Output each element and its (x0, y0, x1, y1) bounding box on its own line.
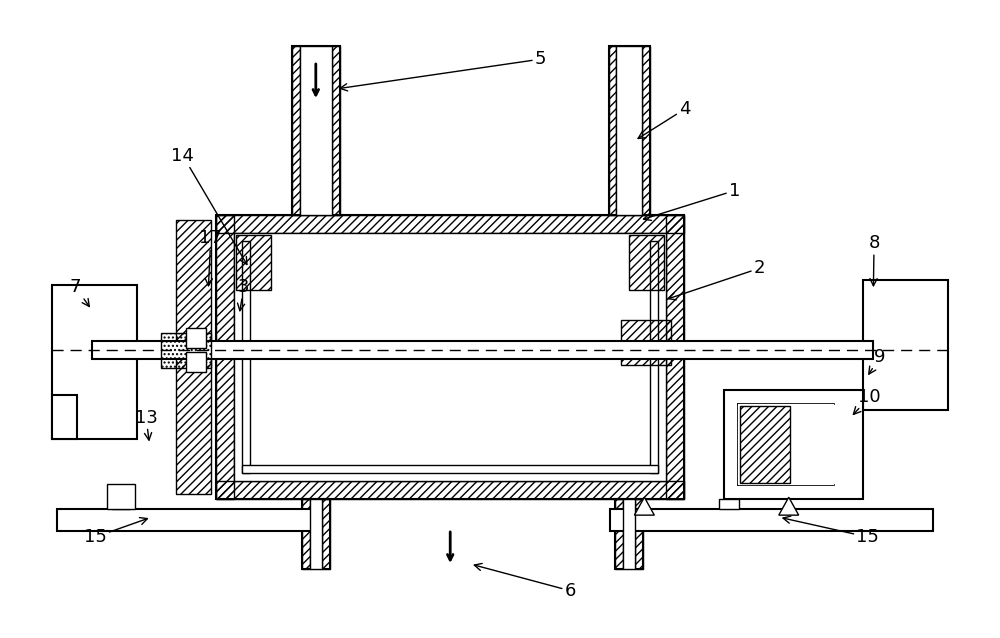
Text: 1: 1 (644, 182, 740, 220)
Text: 13: 13 (135, 408, 157, 440)
Bar (616, 46, 642, 216)
Text: 14: 14 (171, 147, 247, 265)
Bar (609, 46, 650, 216)
Text: 4: 4 (638, 100, 691, 138)
Bar (186, 328, 206, 348)
Bar (292, 46, 340, 216)
Polygon shape (779, 497, 799, 515)
Bar (216, 481, 684, 499)
Bar (302, 499, 310, 569)
Bar (234, 234, 666, 481)
Bar (724, 390, 863, 499)
Bar (609, 46, 616, 216)
Bar (322, 499, 330, 569)
Bar (650, 241, 658, 473)
Bar (642, 46, 650, 216)
Bar (112, 499, 130, 509)
Bar (302, 499, 330, 569)
Text: 9: 9 (869, 348, 886, 374)
Bar (242, 465, 658, 473)
Bar (719, 499, 739, 509)
Bar (57, 509, 321, 531)
Bar (310, 499, 322, 569)
Text: 15: 15 (783, 516, 879, 546)
Bar (52, 395, 77, 440)
Bar (738, 404, 834, 486)
Bar (615, 499, 623, 569)
Bar (216, 216, 234, 499)
Text: 5: 5 (340, 50, 546, 91)
Bar (52, 285, 137, 440)
Text: 3: 3 (238, 278, 250, 311)
Text: 6: 6 (474, 563, 576, 600)
Text: 2: 2 (668, 259, 765, 300)
Bar (216, 216, 684, 234)
Text: 17: 17 (199, 229, 222, 286)
Text: 8: 8 (868, 234, 880, 286)
Bar (629, 235, 664, 290)
Bar (740, 406, 790, 483)
Bar (161, 333, 211, 367)
Bar (863, 280, 948, 410)
Bar (107, 484, 135, 509)
Polygon shape (634, 497, 654, 515)
Bar (176, 221, 211, 494)
Bar (216, 216, 684, 499)
Text: 15: 15 (84, 517, 147, 546)
Text: 10: 10 (853, 388, 881, 415)
Bar (623, 499, 635, 569)
Text: 7: 7 (70, 278, 89, 306)
Bar (242, 241, 250, 473)
Bar (186, 352, 206, 372)
Bar (332, 46, 340, 216)
Bar (610, 509, 933, 531)
Bar (292, 46, 300, 216)
Bar (635, 499, 643, 569)
Bar (666, 216, 684, 499)
Bar (92, 341, 873, 359)
Bar (615, 499, 643, 569)
Bar (621, 320, 671, 365)
Bar (300, 46, 332, 216)
Bar (236, 235, 271, 290)
